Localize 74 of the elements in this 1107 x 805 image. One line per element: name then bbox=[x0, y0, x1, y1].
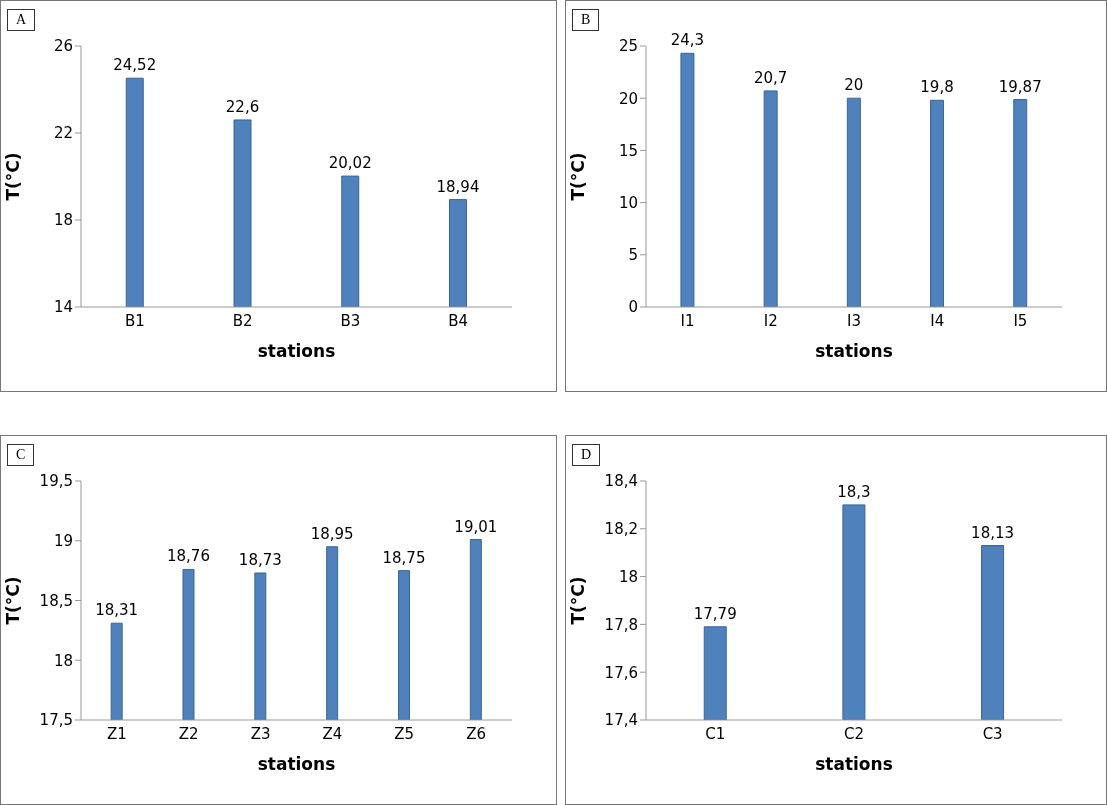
bar bbox=[930, 99, 945, 307]
y-tick-label: 10 bbox=[618, 193, 638, 212]
x-tick-label: B3 bbox=[340, 311, 361, 330]
y-tick-label: 15 bbox=[618, 141, 638, 160]
bar bbox=[846, 97, 861, 307]
y-tick-label: 18,4 bbox=[604, 472, 638, 491]
data-label: 18,3 bbox=[837, 482, 871, 501]
bar bbox=[763, 90, 778, 307]
y-tick-label: 18 bbox=[53, 651, 73, 670]
x-tick-label: B1 bbox=[124, 311, 145, 330]
x-tick-label: I1 bbox=[680, 311, 695, 330]
y-tick-label: 17,4 bbox=[604, 711, 638, 730]
data-label: 19,8 bbox=[920, 78, 954, 97]
x-axis-title: stations bbox=[257, 754, 336, 774]
x-tick-label: B4 bbox=[448, 311, 469, 330]
x-tick-label: Z3 bbox=[250, 724, 271, 743]
y-tick-label: 18,5 bbox=[39, 591, 73, 610]
x-tick-label: Z6 bbox=[466, 724, 486, 743]
x-tick-label: C1 bbox=[705, 724, 726, 743]
x-axis-title: stations bbox=[815, 341, 893, 361]
y-tick-label: 19,5 bbox=[39, 472, 73, 491]
y-tick-label: 18,2 bbox=[604, 520, 638, 539]
x-tick-label: C2 bbox=[843, 724, 865, 743]
data-label: 20 bbox=[844, 76, 864, 95]
x-tick-label: Z2 bbox=[178, 724, 199, 743]
y-tick-label: 26 bbox=[53, 37, 73, 56]
x-tick-label: Z1 bbox=[107, 724, 127, 743]
y-tick-label: 17,8 bbox=[604, 615, 638, 634]
y-tick-label: 17,6 bbox=[604, 663, 638, 682]
data-label: 24,52 bbox=[113, 56, 157, 75]
y-tick-label: 20 bbox=[618, 89, 638, 108]
y-tick-label: 0 bbox=[628, 298, 638, 317]
data-label: 17,79 bbox=[693, 604, 737, 623]
data-label: 18,76 bbox=[167, 547, 210, 566]
y-tick-label: 17,5 bbox=[39, 711, 73, 730]
y-axis-title: T(°C) bbox=[3, 576, 24, 625]
y-tick-label: 5 bbox=[628, 246, 638, 265]
y-axis-title: T(°C) bbox=[568, 576, 589, 625]
chart-title: A bbox=[7, 9, 36, 31]
bar bbox=[1013, 99, 1028, 307]
y-tick-label: 18 bbox=[53, 211, 73, 230]
data-label: 18,94 bbox=[436, 177, 480, 196]
data-label: 18,75 bbox=[382, 548, 426, 567]
x-tick-label: I5 bbox=[1013, 311, 1028, 330]
y-tick-label: 18 bbox=[618, 567, 638, 586]
y-axis-title: T(°C) bbox=[3, 152, 24, 201]
x-tick-label: C3 bbox=[982, 724, 1003, 743]
y-tick-label: 19 bbox=[53, 532, 73, 551]
y-tick-label: 25 bbox=[618, 37, 638, 56]
data-label: 18,31 bbox=[95, 601, 139, 620]
x-tick-label: Z5 bbox=[394, 724, 415, 743]
x-tick-label: I2 bbox=[763, 311, 778, 330]
x-tick-label: Z4 bbox=[322, 724, 343, 743]
x-tick-label: I3 bbox=[847, 311, 861, 330]
data-label: 24,3 bbox=[670, 31, 705, 50]
data-label: 19,01 bbox=[454, 517, 498, 536]
x-tick-label: I4 bbox=[930, 311, 945, 330]
bar bbox=[680, 52, 695, 307]
y-tick-label: 14 bbox=[53, 298, 73, 317]
x-axis-title: stations bbox=[815, 754, 893, 774]
data-label: 18,95 bbox=[310, 524, 354, 543]
chart-title: D bbox=[572, 444, 601, 466]
data-label: 20,02 bbox=[328, 154, 372, 173]
chart-title: B bbox=[572, 9, 600, 31]
data-label: 22,6 bbox=[225, 97, 260, 116]
y-tick-label: 22 bbox=[53, 124, 73, 143]
data-label: 18,73 bbox=[238, 551, 282, 570]
chart-title: C bbox=[7, 444, 35, 466]
x-tick-label: B2 bbox=[232, 311, 253, 330]
x-axis-title: stations bbox=[257, 341, 336, 361]
y-axis-title: T(°C) bbox=[568, 152, 589, 201]
data-label: 20,7 bbox=[753, 68, 788, 87]
data-label: 18,13 bbox=[971, 523, 1015, 542]
data-label: 19,87 bbox=[998, 77, 1042, 96]
